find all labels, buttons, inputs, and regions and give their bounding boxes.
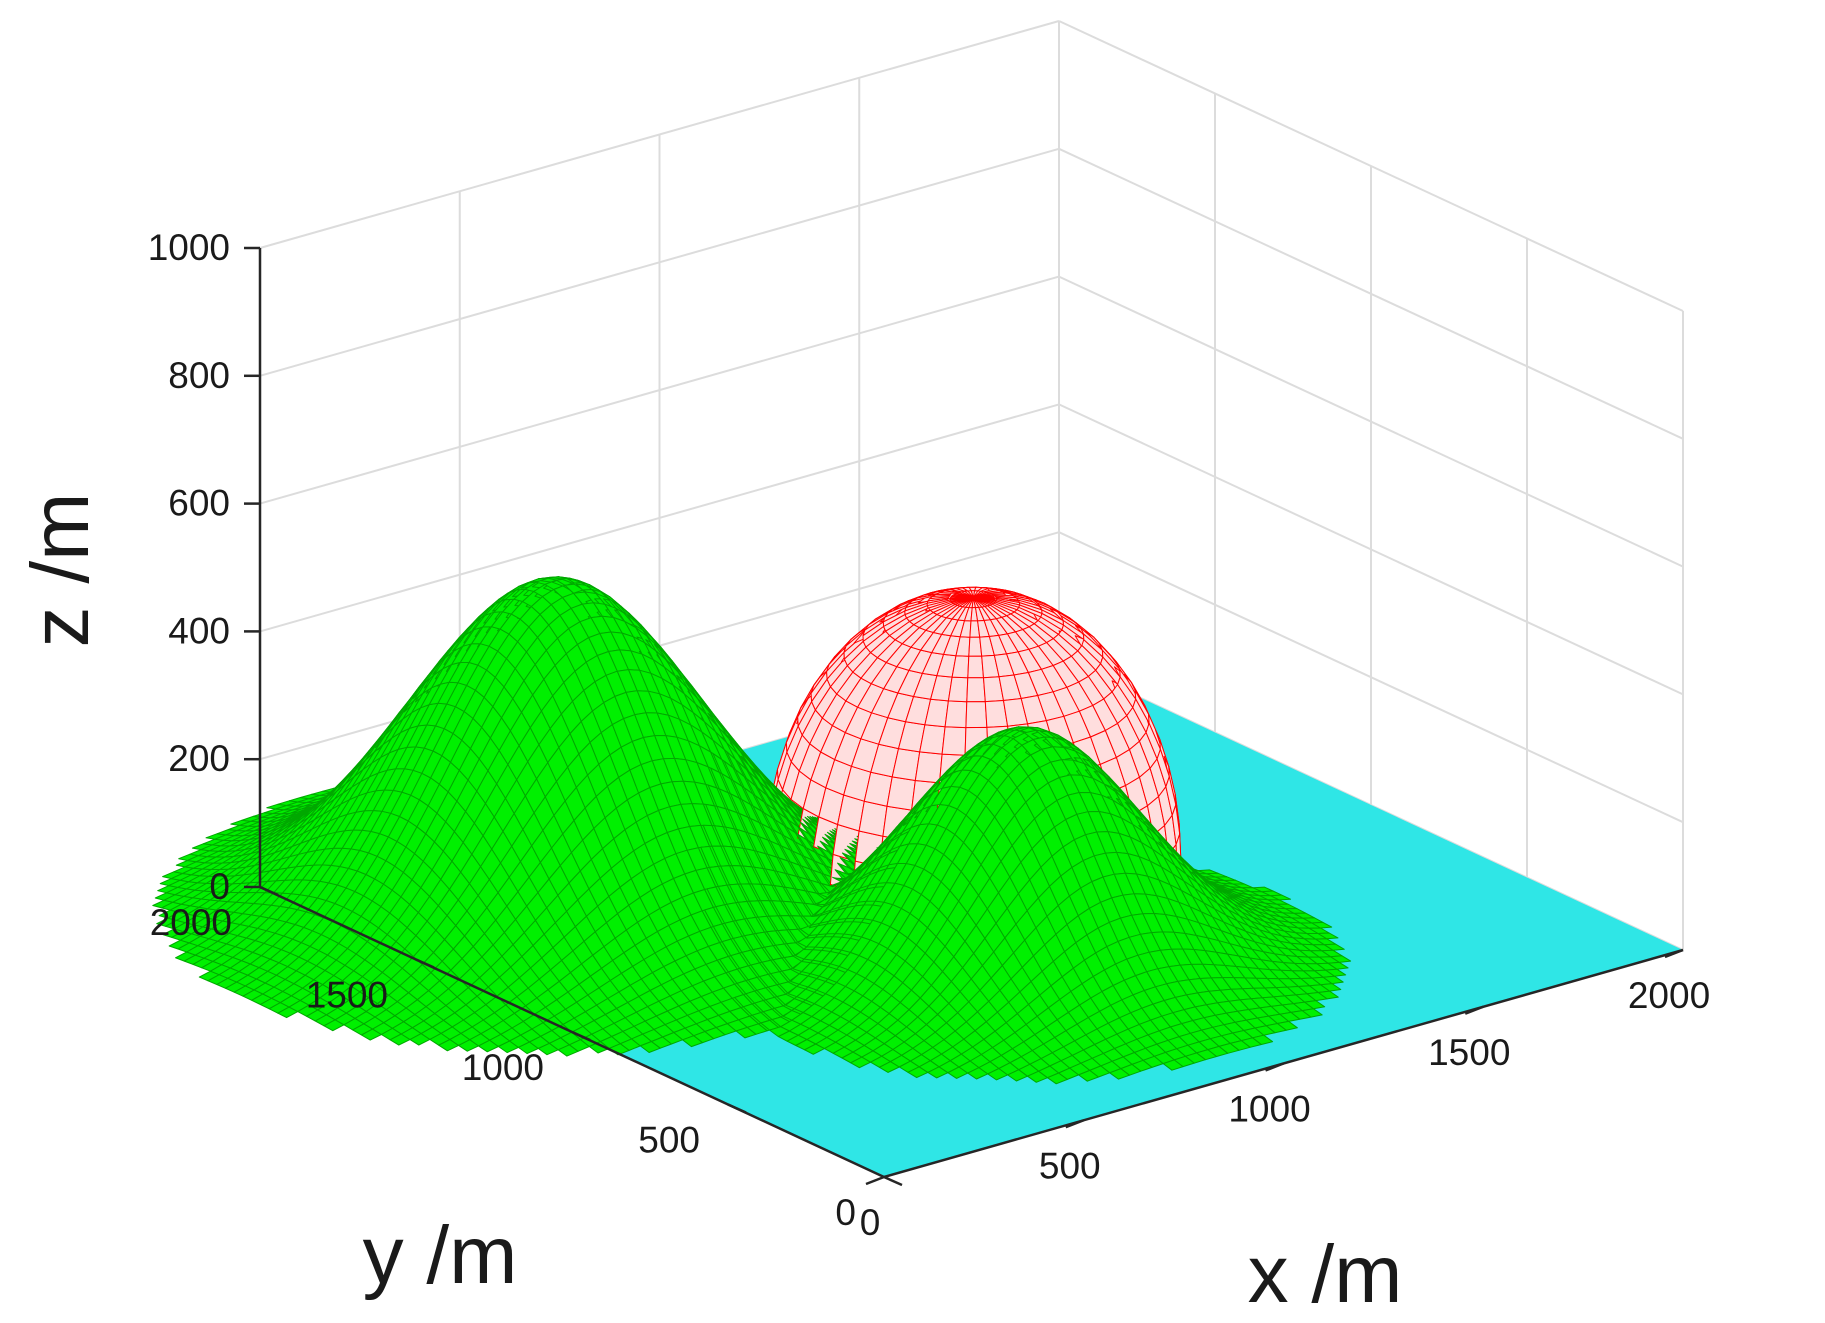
y-tick-label: 500 bbox=[638, 1120, 700, 1161]
z-tick-label: 200 bbox=[168, 738, 230, 779]
obstacle-mesh-face bbox=[914, 751, 943, 784]
z-tick-label: 800 bbox=[168, 355, 230, 396]
y-tick-label: 1500 bbox=[306, 975, 388, 1016]
y-axis-label: y /m bbox=[363, 1210, 518, 1301]
z-tick-label: 1000 bbox=[148, 227, 230, 268]
x-tick-label: 1500 bbox=[1428, 1032, 1510, 1073]
obstacle-mesh-face bbox=[947, 676, 969, 703]
x-tick-label: 2000 bbox=[1628, 975, 1710, 1016]
surfaces bbox=[152, 576, 1352, 1085]
x-tick-mark bbox=[865, 1175, 885, 1186]
z-tick-label: 400 bbox=[168, 610, 230, 651]
y-tick-label: 1000 bbox=[462, 1047, 544, 1088]
y-tick-label: 2000 bbox=[150, 902, 232, 943]
x-tick-label: 1000 bbox=[1228, 1089, 1310, 1130]
z-axis-label: z /m bbox=[15, 493, 106, 648]
obstacle-mesh-face bbox=[941, 726, 967, 756]
x-axis-label: x /m bbox=[1248, 1229, 1403, 1320]
z-tick-label: 0 bbox=[209, 866, 230, 907]
obstacle-mesh-face bbox=[967, 655, 984, 679]
x-tick-label: 0 bbox=[860, 1202, 881, 1243]
obstacle-mesh-face bbox=[886, 776, 916, 811]
y-tick-mark bbox=[883, 1175, 903, 1187]
obstacle-mesh-face bbox=[965, 701, 988, 729]
z-tick-label: 600 bbox=[168, 483, 230, 524]
y-tick-label: 0 bbox=[835, 1192, 856, 1233]
obstacle-mesh-face bbox=[858, 800, 888, 837]
obstacle-mesh-face bbox=[944, 700, 968, 729]
x-tick-label: 500 bbox=[1039, 1145, 1101, 1186]
obstacle-mesh-face bbox=[966, 677, 986, 703]
